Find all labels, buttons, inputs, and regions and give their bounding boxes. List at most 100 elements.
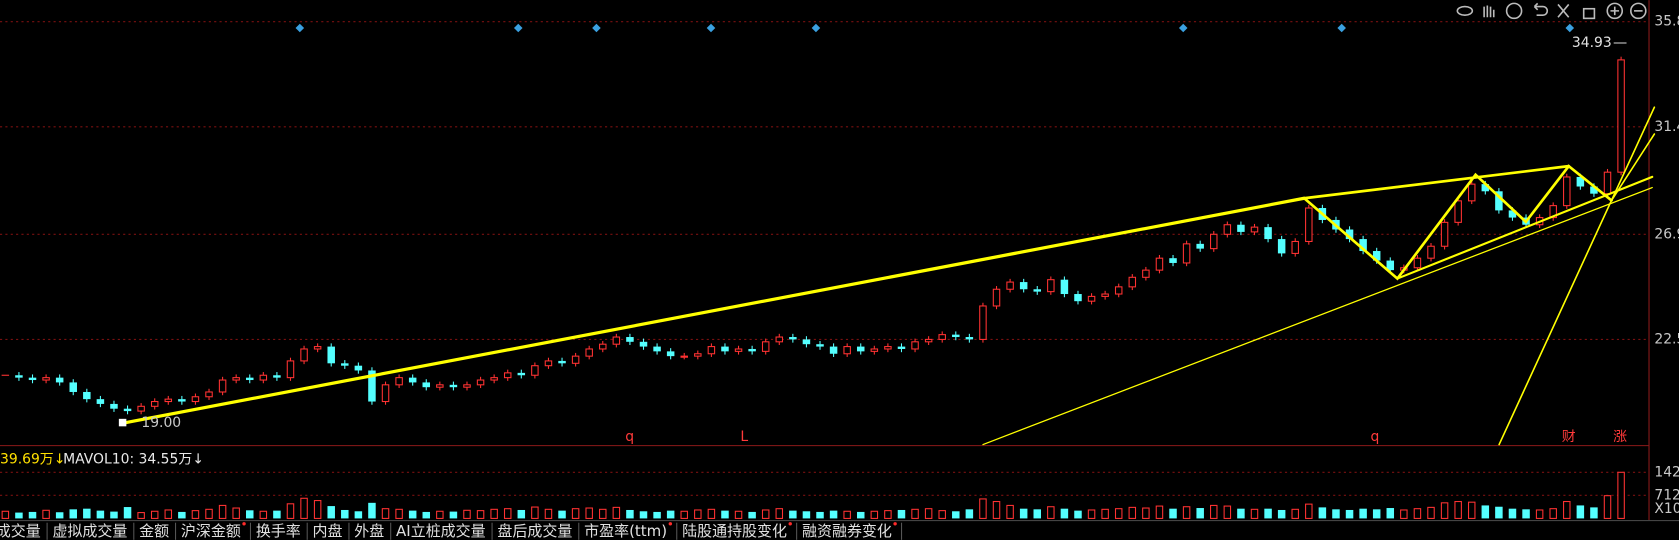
candle [843, 346, 851, 355]
flag [295, 23, 305, 33]
volume-bar [1305, 503, 1313, 519]
volume-bar [1495, 506, 1503, 519]
tab[interactable]: 市盈率(ttm) [584, 522, 667, 540]
candle [558, 360, 566, 364]
volume-bar [789, 510, 797, 519]
candle [218, 379, 227, 393]
candle [1047, 279, 1055, 293]
volume-bar [137, 512, 145, 519]
candle [571, 355, 580, 364]
volume-bar [1277, 509, 1286, 519]
play-icon[interactable] [1505, 2, 1523, 20]
candle [911, 341, 919, 350]
mavol-label: MAVOL10: 34.55万↓ [63, 452, 204, 468]
volume-bar [1372, 509, 1381, 519]
volume-bar [96, 510, 105, 519]
lock-icon[interactable] [1582, 7, 1596, 20]
candle [110, 403, 118, 409]
tab[interactable]: 陆股通持股变化 [682, 522, 787, 540]
toolbar[interactable] [1456, 2, 1647, 20]
volume-bar [694, 509, 702, 519]
tab-badge [788, 522, 792, 526]
zoom-in-plus[interactable] [1610, 6, 1620, 16]
volume-bar [517, 509, 526, 519]
volume-bar [313, 500, 322, 519]
volume-bar [246, 510, 254, 519]
volume-bar [775, 508, 784, 519]
candle [599, 343, 607, 350]
tab[interactable]: 外盘 [354, 522, 384, 540]
volume-bar [938, 510, 946, 519]
trend-line [1302, 164, 1571, 200]
volume-bar [544, 508, 553, 519]
volume-bar [1359, 508, 1367, 519]
volume-bar [884, 510, 892, 519]
candle [1454, 200, 1462, 223]
candle [205, 391, 213, 398]
candle [816, 344, 824, 347]
cut-icon[interactable] [1557, 3, 1570, 18]
volume-bar [1590, 507, 1598, 519]
candle [829, 346, 838, 354]
volume-bar [490, 508, 498, 519]
zoom-in-icon[interactable] [1606, 2, 1624, 20]
candle [1508, 210, 1517, 218]
volume-bar [1250, 508, 1259, 519]
flag [1178, 23, 1188, 33]
volume-bar [1060, 508, 1069, 519]
tab[interactable]: 内盘 [313, 522, 343, 540]
candle [938, 334, 946, 340]
volume-bar [992, 500, 1001, 519]
volume-bar [734, 510, 743, 519]
hand-icon[interactable] [1483, 5, 1495, 18]
candle [1033, 289, 1042, 292]
volume-bar [1400, 509, 1408, 519]
trend-line [982, 186, 1653, 446]
volume-bar [110, 511, 118, 519]
volume-bar [436, 510, 444, 519]
wave-line [1302, 164, 1613, 281]
tab[interactable]: 融资融券变化 [802, 522, 892, 540]
tab[interactable]: 盘后成交量 [497, 522, 572, 540]
tab[interactable]: 虚拟成交量 [52, 522, 127, 540]
grid [0, 21, 1650, 496]
undo-icon[interactable] [1533, 2, 1549, 16]
tab[interactable]: 沪深金额 [181, 522, 241, 540]
candle [775, 336, 784, 343]
candle [368, 370, 376, 402]
eye-icon[interactable] [1456, 5, 1474, 16]
volume-bar [1535, 509, 1544, 519]
candle [965, 337, 974, 340]
tab[interactable]: 金额 [139, 522, 169, 540]
candle [761, 341, 770, 352]
volume-bar [191, 510, 200, 519]
volume-bar [1223, 505, 1232, 519]
volume-bar [599, 508, 607, 519]
candle [707, 346, 716, 355]
candle [1291, 240, 1299, 254]
volume-bar [612, 506, 621, 519]
tab[interactable]: 换手率 [256, 522, 301, 540]
volume-bar [1576, 505, 1585, 519]
candle [1372, 251, 1381, 261]
candle [1210, 233, 1218, 250]
vol-unit: X10 [1654, 501, 1679, 517]
volume-bar [924, 508, 933, 519]
flag [1337, 23, 1346, 33]
volume-bar [1, 510, 10, 519]
volume-bar [1114, 508, 1123, 519]
candle [436, 384, 444, 388]
volume-bar [1087, 509, 1096, 519]
tab[interactable]: AI立桩成交量 [396, 522, 486, 540]
y-tick-label: 26.9 [1654, 226, 1679, 242]
candle [870, 348, 879, 352]
candle [1576, 176, 1585, 187]
volume-bar [1155, 505, 1164, 519]
tab[interactable]: 成交量 [0, 522, 41, 540]
volume-bar [368, 502, 376, 519]
volume-bar [286, 503, 295, 519]
candle [1359, 239, 1367, 252]
zoom-out-icon[interactable] [1630, 2, 1647, 20]
tab-badge [893, 522, 897, 526]
